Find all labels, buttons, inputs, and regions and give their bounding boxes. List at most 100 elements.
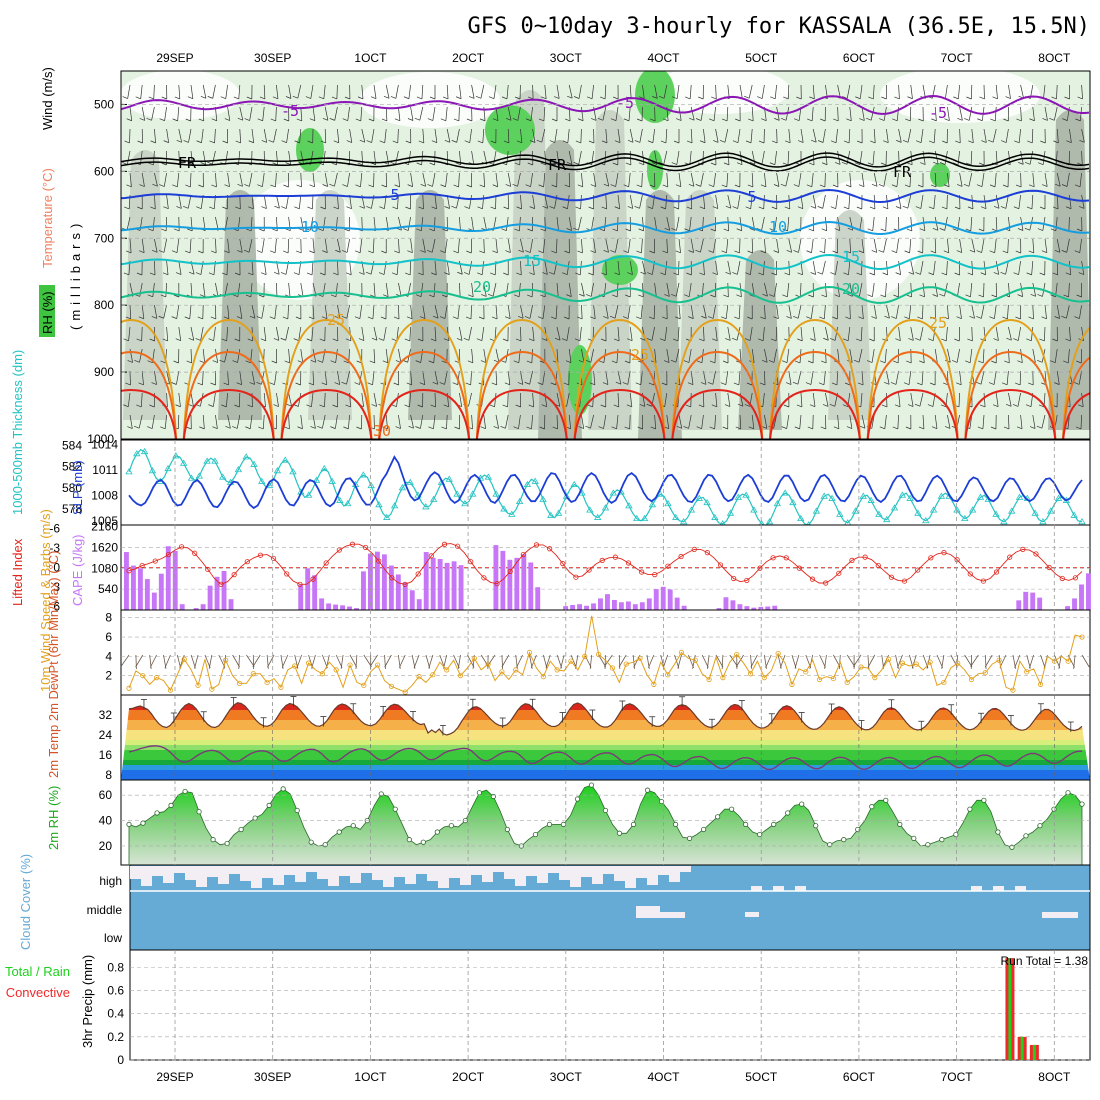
wind-barb-flag [941,206,948,210]
wind-barb-flag [220,96,226,100]
cape-bar [667,589,673,610]
wind-barb-flag [223,316,230,320]
wind-barb-aloft [434,194,437,209]
wind-barb-flag [759,382,766,386]
thickness-line-marker [484,473,493,480]
wind-barb-flag [443,404,449,408]
lifted-index-line-marker [691,546,697,553]
rh-marker [897,821,903,828]
wind-barb-aloft [825,326,829,341]
wind-barb-aloft [431,238,436,253]
wind-barb-flag [527,294,533,298]
wind-barb-flag [219,359,225,363]
cloud-gap-high [394,866,405,877]
wind-barb-aloft [361,84,364,99]
wind-barb-aloft [420,282,424,297]
wind-barb-flag [793,315,799,319]
wind-barb-aloft [725,304,729,319]
wind-barb-flag [859,118,865,121]
rh-marker [995,829,1001,835]
wind-barb-aloft [641,238,643,253]
wind-barb-aloft [861,106,865,121]
wind-barb-aloft [201,128,204,143]
thickness-line-marker [648,501,657,508]
wind-barb-flag [195,338,201,341]
wind-barb-flag [475,95,482,99]
lifted-index-line-marker [625,560,632,566]
wind-barb-aloft [506,84,509,99]
cape-bar [674,597,680,610]
thickness-line-marker [1015,493,1024,500]
wind-barb-flag [1018,162,1024,165]
cloud-gap-high [1015,886,1026,891]
wind-barb-flag [198,118,204,122]
cape-bar [395,574,401,610]
cape-bar [646,598,652,610]
wind-barb-aloft [237,282,241,297]
cloud-gap-high [993,886,1004,891]
wind-barb-flag [415,294,422,298]
wind-barb-flag [773,250,779,253]
lifted-index-line-marker [1033,551,1039,557]
cape-bar [535,587,541,610]
wind-barb-flag [574,338,581,342]
wind-barb-aloft [225,84,228,99]
wind-barb-flag [246,96,252,100]
wind-barb-flag [258,426,264,430]
wind-barb-flag [980,206,987,209]
wind-barb-flag [956,184,963,187]
wind-barb-aloft [178,326,182,341]
wind-barb-aloft [995,260,1000,275]
wind-barb-flag [646,338,653,341]
wind-barb-aloft [934,238,937,253]
wind-barb-flag [685,96,691,100]
surface-wind-barb [618,654,627,668]
wind-barb-aloft [274,304,277,319]
wind-barb-aloft [776,172,780,187]
wind-barb-flag [281,140,287,143]
wind-barb-flag [662,250,668,254]
wind-barb-flag [965,228,971,232]
wind-barb-flag [1050,228,1056,232]
cloud-gap-high [218,866,229,884]
wind-barb-aloft [761,216,765,231]
thickness-line-marker [179,459,188,466]
thickness-line-marker [664,499,672,507]
wind-barb-flag [199,360,205,364]
dewpoint-line [128,745,1082,771]
wind-barb-flag [479,250,485,254]
wind-barb-aloft [773,282,777,297]
wind-barb-flag [268,139,274,143]
rh-marker [1023,833,1029,839]
wind-barb-flag [709,426,715,430]
rh-marker [869,804,875,810]
thickness-line-marker [289,468,297,475]
cloud-level-label: high [99,874,122,888]
cape-bar [374,551,380,610]
wind-barb-flag [135,96,141,100]
wind-barb-aloft [422,238,426,253]
wind-speed-line-marker [319,671,325,677]
wind-barb-flag [761,426,767,429]
wind-barb-aloft [959,172,963,187]
wind-barb-aloft [520,238,524,253]
wind-barb-flag [272,228,278,232]
wind-barb-flag [793,118,800,122]
wind-barb-aloft [932,326,936,341]
wind-barb-aloft [1020,106,1022,121]
wind-barb-flag [782,228,788,232]
wind-barb-aloft [615,238,619,253]
wind-barb-aloft [239,304,243,319]
wind-barb-flag [285,228,291,232]
wind-barb-aloft [324,304,328,319]
wind-barb-flag [342,250,348,253]
wind-barb-aloft [824,172,826,187]
wind-barb-aloft [639,194,643,209]
wind-barb-aloft [714,414,716,429]
wind-barb-aloft [298,392,302,407]
wind-barb-flag [956,250,962,253]
wind-barb-aloft [139,282,143,297]
wind-barb-aloft [1005,194,1009,209]
